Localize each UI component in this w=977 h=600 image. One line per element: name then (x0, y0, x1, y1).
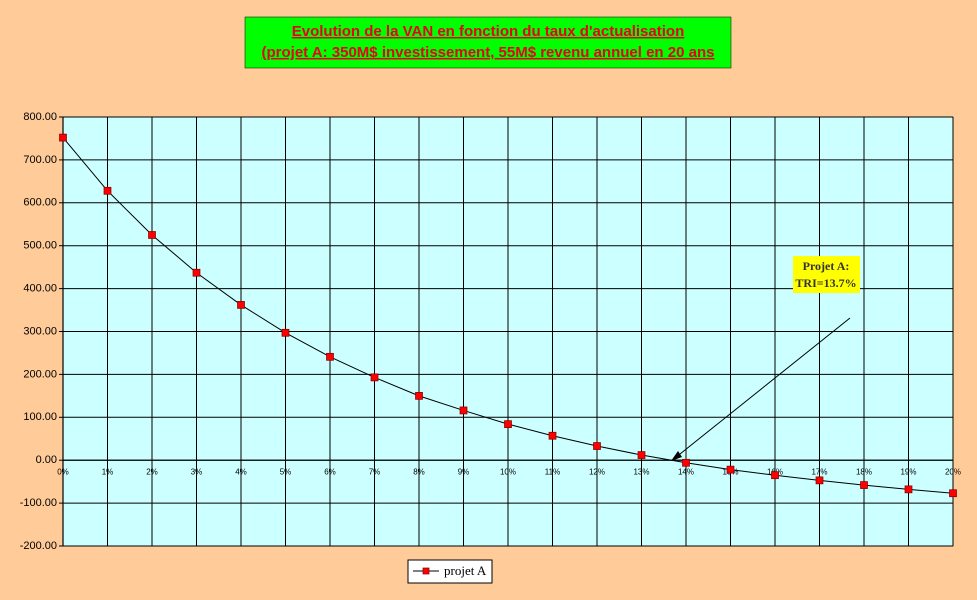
x-tick-label: 12% (589, 467, 605, 476)
x-tick-label: 1% (102, 467, 114, 476)
x-tick-label: 14% (678, 467, 694, 476)
y-tick-label: -200.00 (20, 540, 57, 552)
x-tick-label: 9% (458, 467, 470, 476)
x-tick-label: 17% (811, 467, 827, 476)
data-point (860, 481, 868, 489)
x-tick-label: 11% (545, 467, 560, 476)
data-point (637, 451, 646, 459)
x-tick-label: 20% (945, 467, 961, 476)
x-tick-label: 2% (146, 467, 158, 476)
title-box (244, 16, 732, 69)
data-point (504, 420, 512, 429)
data-point (148, 231, 156, 239)
data-point (904, 485, 913, 494)
data-point (237, 301, 245, 309)
y-tick-label: 300.00 (23, 325, 57, 337)
x-tick-label: 10% (500, 467, 516, 476)
data-point (682, 458, 690, 467)
data-point (326, 352, 334, 361)
x-tick-label: 4% (235, 467, 247, 476)
y-tick-label: 600.00 (23, 197, 57, 209)
y-tick-label: 200.00 (23, 368, 57, 380)
y-tick-label: 700.00 (23, 154, 57, 166)
x-tick-label: 19% (900, 467, 916, 476)
data-point (771, 471, 779, 480)
x-tick-label: 8% (413, 467, 425, 476)
annotation-arrow (674, 317, 851, 459)
y-tick-label: 800.00 (23, 111, 57, 123)
y-tick-label: 100.00 (23, 411, 57, 423)
data-point (415, 392, 423, 400)
data-point (949, 489, 957, 498)
y-tick-label: 0.00 (36, 454, 57, 466)
data-point (59, 133, 67, 142)
legend (407, 559, 493, 584)
x-tick-label: 3% (191, 467, 203, 476)
annotation-text: Projet A: (803, 259, 850, 273)
x-tick-label: 5% (280, 467, 292, 476)
chart-title: Evolution de la VAN en fonction du taux … (292, 23, 684, 40)
data-point (815, 476, 824, 485)
data-point (548, 431, 557, 440)
data-point (593, 442, 601, 450)
chart-subtitle: (projet A: 350M$ investissement, 55M$ re… (262, 44, 715, 61)
x-tick-label: 6% (324, 467, 336, 476)
data-point (370, 373, 379, 382)
y-tick-label: -100.00 (20, 497, 57, 509)
x-tick-label: 13% (633, 467, 649, 476)
data-point (281, 328, 290, 337)
data-point (459, 406, 468, 415)
x-tick-label: 18% (856, 467, 872, 476)
arrow-head (671, 451, 682, 461)
y-tick-label: 500.00 (23, 240, 57, 252)
data-point (103, 186, 112, 195)
data-point (192, 268, 201, 277)
data-point (726, 465, 735, 474)
y-tick-label: 400.00 (23, 283, 57, 295)
legend-marker (422, 567, 430, 575)
x-tick-label: 7% (369, 467, 381, 476)
annotation-text: TRI=13.7% (795, 276, 856, 290)
annotation-box (793, 256, 860, 293)
legend-label: projet A (444, 563, 487, 578)
